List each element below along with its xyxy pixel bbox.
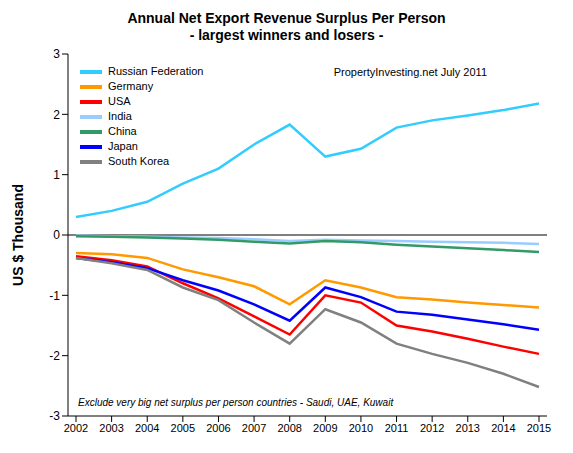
svg-text:2: 2 xyxy=(53,108,60,122)
svg-text:2002: 2002 xyxy=(64,422,88,434)
html-text:- largest winners and losers -: - largest winners and losers - xyxy=(189,27,384,43)
html-text:Germany: Germany xyxy=(108,80,154,92)
svg-text:2009: 2009 xyxy=(313,422,337,434)
svg-text:2006: 2006 xyxy=(206,422,230,434)
html-text:China: China xyxy=(108,125,137,137)
svg-text:-1: -1 xyxy=(49,289,60,303)
html-text:India: India xyxy=(108,110,132,122)
svg-text:-2: -2 xyxy=(49,349,60,363)
html-text:Russian Federation: Russian Federation xyxy=(108,65,204,77)
html-text:PropertyInvesting.net July 201: PropertyInvesting.net July 2011 xyxy=(333,66,487,78)
html-text:South Korea: South Korea xyxy=(108,155,170,167)
svg-text:2008: 2008 xyxy=(277,422,301,434)
svg-text:2003: 2003 xyxy=(99,422,123,434)
svg-text:2004: 2004 xyxy=(135,422,159,434)
html-text:USA: USA xyxy=(108,95,131,107)
svg-text:2005: 2005 xyxy=(171,422,195,434)
svg-text:0: 0 xyxy=(53,228,60,242)
svg-text:3: 3 xyxy=(53,47,60,61)
html-text:Exclude very big net surplus p: Exclude very big net surplus per person … xyxy=(78,397,394,408)
svg-text:2007: 2007 xyxy=(242,422,266,434)
svg-text:2015: 2015 xyxy=(527,422,551,434)
svg-text:2011: 2011 xyxy=(385,422,409,434)
svg-text:2012: 2012 xyxy=(420,422,444,434)
svg-text:2013: 2013 xyxy=(456,422,480,434)
svg-text:-3: -3 xyxy=(49,409,60,423)
html-text:Annual Net Export Revenue Surp: Annual Net Export Revenue Surplus Per Pe… xyxy=(127,10,446,26)
html-text:Japan: Japan xyxy=(108,140,138,152)
svg-text:2010: 2010 xyxy=(349,422,373,434)
svg-text:US $ Thousand: US $ Thousand xyxy=(10,184,26,286)
svg-text:1: 1 xyxy=(53,168,60,182)
svg-text:2014: 2014 xyxy=(491,422,515,434)
